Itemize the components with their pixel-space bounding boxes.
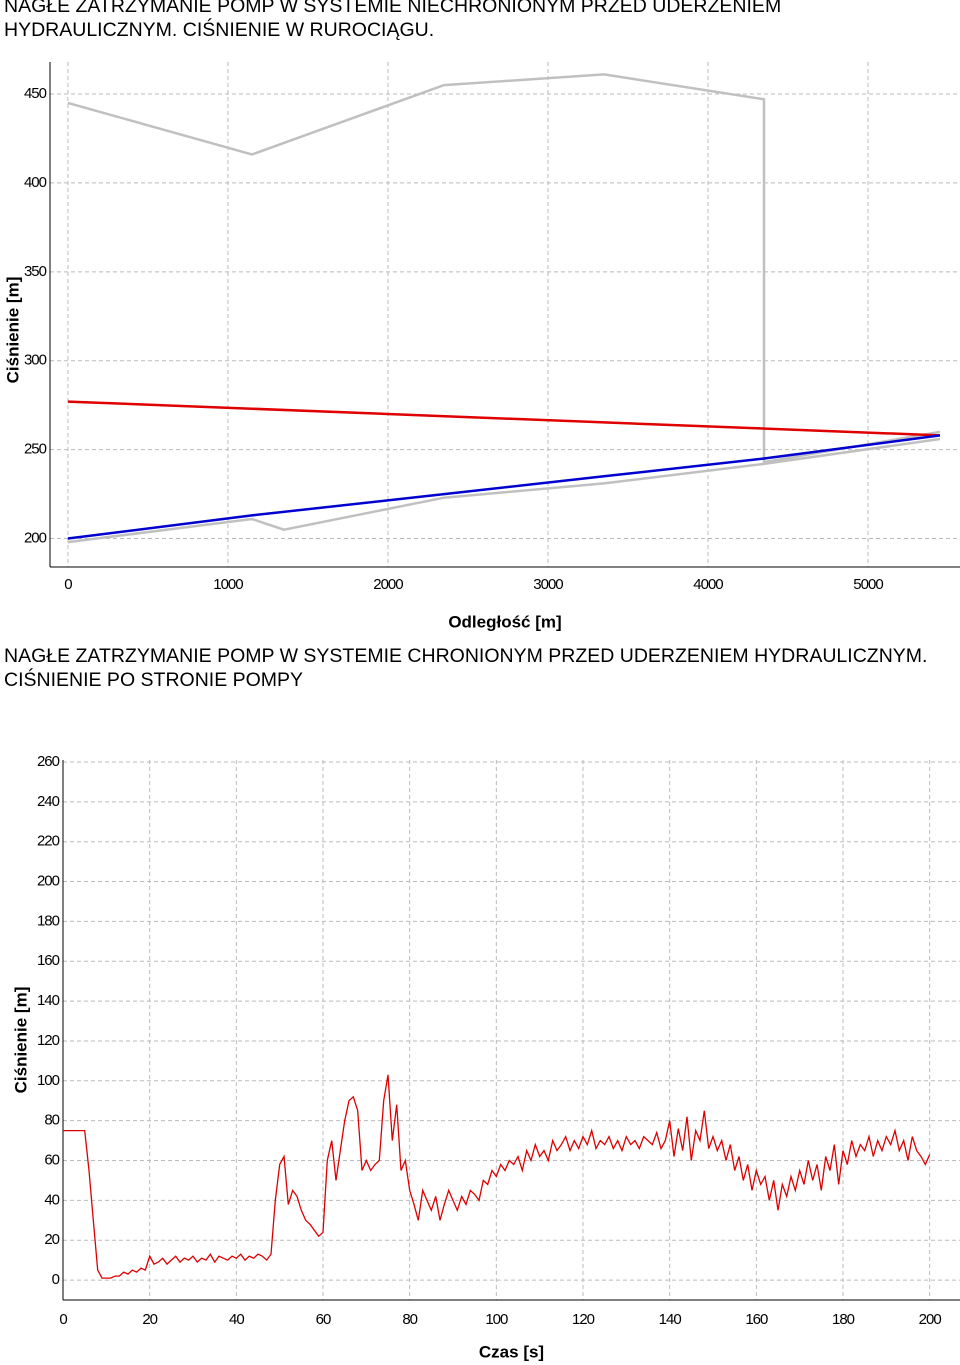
y-tick-label: 160	[37, 952, 60, 969]
heading: NAGŁE ZATRZYMANIE POMP W SYSTEMIE CHRONI…	[4, 645, 928, 691]
x-tick-label: 4000	[693, 576, 723, 593]
y-tick-label: 220	[37, 833, 60, 850]
x-tick-label: 60	[316, 1311, 331, 1328]
y-tick-label: 200	[24, 530, 47, 547]
y-tick-label: 350	[24, 263, 47, 280]
x-axis-label: Odległość [m]	[448, 612, 561, 631]
x-tick-label: 200	[919, 1311, 942, 1328]
y-axis-label: Ciśnienie [m]	[3, 277, 22, 384]
heading: NAGŁE ZATRZYMANIE POMP W SYSTEMIE NIECHR…	[4, 0, 782, 41]
x-tick-label: 2000	[373, 576, 403, 593]
y-tick-label: 300	[24, 352, 47, 369]
y-tick-label: 260	[37, 753, 60, 770]
y-axis-label: Ciśnienie [m]	[11, 987, 30, 1094]
y-tick-label: 250	[24, 441, 47, 458]
y-tick-label: 80	[44, 1112, 59, 1129]
x-axis-label: Czas [s]	[479, 1342, 544, 1361]
y-tick-label: 120	[37, 1032, 60, 1049]
series-line	[67, 73, 941, 464]
chart: 200 250 300 350 400 450 0 1000 2000 3000 4000 5000 O…	[3, 62, 960, 631]
x-tick-label: 180	[832, 1311, 855, 1328]
y-tick-label: 240	[37, 793, 60, 810]
y-tick-label: 100	[37, 1072, 60, 1089]
x-tick-label: 3000	[533, 576, 563, 593]
x-tick-label: 0	[59, 1311, 67, 1328]
y-tick-label: 450	[24, 85, 47, 102]
y-tick-label: 0	[52, 1271, 60, 1288]
y-tick-label: 60	[44, 1151, 59, 1168]
x-tick-label: 100	[485, 1311, 508, 1328]
x-tick-label: 140	[659, 1311, 682, 1328]
chart: 0 20 40 60 80 100 120 140 160 180 200 220 240 260 0 20 4…	[11, 753, 960, 1361]
series-line	[67, 437, 941, 544]
x-tick-label: 120	[572, 1311, 595, 1328]
series-line	[67, 400, 941, 437]
x-tick-label: 20	[142, 1311, 157, 1328]
y-tick-label: 40	[44, 1191, 59, 1208]
series-line	[63, 1074, 931, 1279]
x-tick-label: 5000	[853, 576, 883, 593]
y-tick-label: 200	[37, 873, 60, 890]
x-tick-label: 0	[64, 576, 72, 593]
x-tick-label: 80	[402, 1311, 417, 1328]
x-tick-label: 160	[745, 1311, 768, 1328]
x-tick-label: 1000	[213, 576, 243, 593]
y-tick-label: 180	[37, 912, 60, 929]
y-tick-label: 20	[44, 1231, 59, 1248]
series-line	[67, 434, 941, 540]
y-tick-label: 400	[24, 174, 47, 191]
y-tick-label: 140	[37, 992, 60, 1009]
x-tick-label: 40	[229, 1311, 244, 1328]
